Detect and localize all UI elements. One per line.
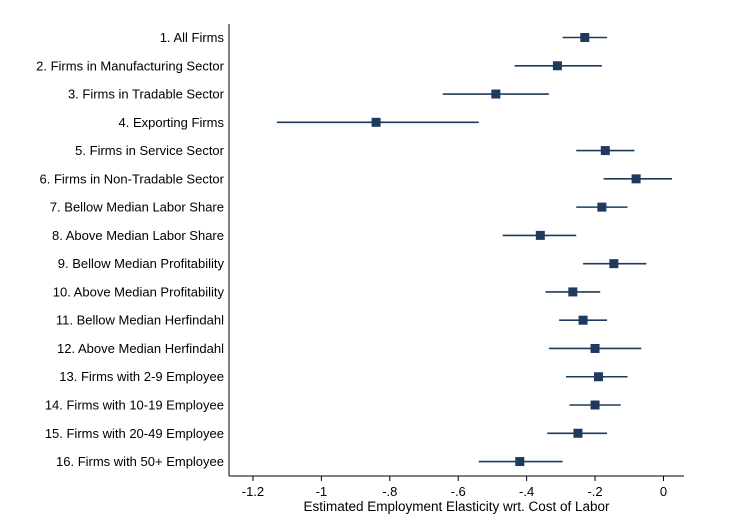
point-estimate-marker bbox=[568, 287, 578, 297]
category-label: 15. Firms with 20-49 Employee bbox=[45, 426, 224, 441]
point-estimate-marker bbox=[590, 343, 600, 353]
x-axis-title: Estimated Employment Elasticity wrt. Cos… bbox=[303, 499, 610, 514]
category-label: 16. Firms with 50+ Employee bbox=[56, 454, 224, 469]
category-label: 7. Bellow Median Labor Share bbox=[50, 200, 224, 215]
point-estimate-marker bbox=[590, 400, 600, 410]
point-estimate-marker bbox=[515, 457, 525, 467]
category-label: 12. Above Median Herfindahl bbox=[57, 341, 224, 356]
x-tick-label: -.4 bbox=[519, 484, 534, 499]
x-tick-label: 0 bbox=[660, 484, 667, 499]
point-estimate-marker bbox=[491, 89, 501, 99]
category-label: 4. Exporting Firms bbox=[119, 115, 225, 130]
x-axis-ticks: -1.2 -1 -.8 -.6 -.4 -.2 0 bbox=[242, 476, 667, 499]
category-label: 10. Above Median Profitability bbox=[53, 284, 225, 299]
x-tick-label: -1.2 bbox=[242, 484, 264, 499]
category-label: 14. Firms with 10-19 Employee bbox=[45, 398, 224, 413]
category-label: 13. Firms with 2-9 Employee bbox=[59, 369, 224, 384]
point-estimate-marker bbox=[552, 61, 562, 71]
point-estimate-marker bbox=[578, 315, 588, 325]
category-label: 5. Firms in Service Sector bbox=[75, 143, 224, 158]
category-label: 1. All Firms bbox=[160, 30, 225, 45]
point-estimate-marker bbox=[593, 372, 603, 382]
category-labels: 1. All Firms 2. Firms in Manufacturing Se… bbox=[36, 30, 225, 469]
category-label: 11. Bellow Median Herfindahl bbox=[56, 313, 224, 328]
category-label: 2. Firms in Manufacturing Sector bbox=[36, 58, 225, 73]
point-estimate-marker bbox=[631, 174, 641, 184]
x-tick-label: -.6 bbox=[451, 484, 466, 499]
point-estimate-marker bbox=[600, 146, 610, 156]
point-estimate-marker bbox=[371, 117, 381, 127]
x-tick-label: -1 bbox=[316, 484, 328, 499]
plot-area bbox=[276, 33, 673, 467]
category-label: 8. Above Median Labor Share bbox=[52, 228, 224, 243]
point-estimate-marker bbox=[609, 259, 619, 269]
category-label: 9. Bellow Median Profitability bbox=[58, 256, 225, 271]
point-estimate-marker bbox=[535, 230, 545, 240]
point-estimate-marker bbox=[573, 428, 583, 438]
category-label: 3. Firms in Tradable Sector bbox=[68, 87, 225, 102]
point-estimate-marker bbox=[597, 202, 607, 212]
x-tick-label: -.8 bbox=[382, 484, 397, 499]
category-label: 6. Firms in Non-Tradable Sector bbox=[40, 171, 225, 186]
point-estimate-marker bbox=[580, 33, 590, 42]
x-tick-label: -.2 bbox=[587, 484, 602, 499]
